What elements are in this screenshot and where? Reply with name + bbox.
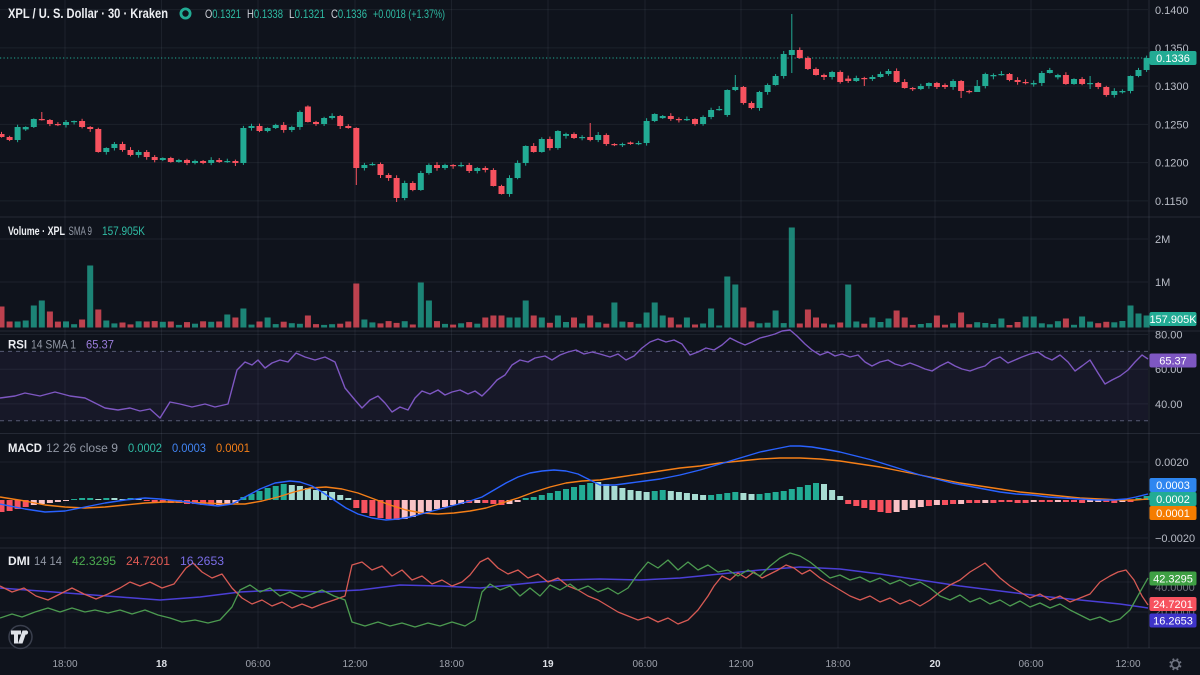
svg-text:DMI: DMI bbox=[8, 556, 30, 568]
svg-text:0.1200: 0.1200 bbox=[1155, 158, 1189, 170]
svg-text:XPL / U. S. Dollar · 30 · Krak: XPL / U. S. Dollar · 30 · Kraken bbox=[8, 6, 168, 21]
svg-text:L0.1321: L0.1321 bbox=[289, 7, 325, 21]
svg-text:157.905K: 157.905K bbox=[102, 226, 145, 238]
svg-text:SMA 9: SMA 9 bbox=[69, 226, 93, 238]
svg-text:+0.0018 (+1.37%): +0.0018 (+1.37%) bbox=[373, 7, 445, 21]
svg-text:40.00: 40.00 bbox=[1155, 399, 1183, 411]
svg-text:12:00: 12:00 bbox=[728, 659, 753, 670]
svg-text:0.1250: 0.1250 bbox=[1155, 119, 1189, 131]
svg-text:0.1400: 0.1400 bbox=[1155, 5, 1189, 17]
svg-text:12:00: 12:00 bbox=[1115, 659, 1140, 670]
svg-text:0.1150: 0.1150 bbox=[1155, 196, 1188, 208]
svg-text:24.7201: 24.7201 bbox=[1153, 599, 1193, 611]
svg-text:MACD: MACD bbox=[8, 443, 42, 455]
svg-text:2M: 2M bbox=[1155, 234, 1170, 246]
svg-text:C0.1336: C0.1336 bbox=[331, 7, 367, 21]
svg-text:06:00: 06:00 bbox=[632, 659, 657, 670]
svg-text:0.0003: 0.0003 bbox=[1156, 480, 1190, 492]
svg-text:Volume · XPL: Volume · XPL bbox=[8, 226, 65, 238]
svg-text:06:00: 06:00 bbox=[245, 659, 270, 670]
svg-text:0.0002: 0.0002 bbox=[128, 443, 162, 455]
svg-text:06:00: 06:00 bbox=[1018, 659, 1043, 670]
svg-text:20: 20 bbox=[929, 659, 941, 670]
svg-text:65.37: 65.37 bbox=[1159, 356, 1187, 368]
svg-text:RSI: RSI bbox=[8, 340, 27, 352]
svg-text:0.0003: 0.0003 bbox=[172, 443, 206, 455]
svg-text:18: 18 bbox=[156, 659, 168, 670]
svg-text:0.1336: 0.1336 bbox=[1156, 53, 1190, 65]
svg-text:42.3295: 42.3295 bbox=[72, 556, 116, 568]
svg-text:0.0020: 0.0020 bbox=[1155, 457, 1189, 469]
svg-text:12 26 close 9: 12 26 close 9 bbox=[46, 443, 118, 455]
svg-text:0.0001: 0.0001 bbox=[1156, 508, 1190, 520]
svg-text:42.3295: 42.3295 bbox=[1153, 574, 1193, 586]
svg-text:18:00: 18:00 bbox=[52, 659, 77, 670]
svg-text:14 14: 14 14 bbox=[34, 556, 63, 568]
svg-text:−0.0020: −0.0020 bbox=[1155, 533, 1195, 545]
svg-text:18:00: 18:00 bbox=[825, 659, 850, 670]
svg-text:24.7201: 24.7201 bbox=[126, 556, 170, 568]
svg-text:16.2653: 16.2653 bbox=[180, 556, 224, 568]
svg-text:80.00: 80.00 bbox=[1155, 330, 1183, 342]
svg-text:19: 19 bbox=[542, 659, 554, 670]
svg-text:18:00: 18:00 bbox=[439, 659, 464, 670]
svg-text:12:00: 12:00 bbox=[342, 659, 367, 670]
svg-text:1M: 1M bbox=[1155, 277, 1170, 289]
svg-text:65.37: 65.37 bbox=[86, 340, 114, 352]
svg-text:0.0002: 0.0002 bbox=[1156, 494, 1190, 506]
svg-text:157.905K: 157.905K bbox=[1149, 314, 1197, 326]
svg-text:0.1300: 0.1300 bbox=[1155, 81, 1189, 93]
svg-text:O0.1321: O0.1321 bbox=[205, 7, 241, 21]
svg-text:16.2653: 16.2653 bbox=[1153, 616, 1193, 628]
svg-text:0.0001: 0.0001 bbox=[216, 443, 250, 455]
svg-text:H0.1338: H0.1338 bbox=[247, 7, 283, 21]
svg-text:14 SMA 1: 14 SMA 1 bbox=[31, 340, 76, 352]
